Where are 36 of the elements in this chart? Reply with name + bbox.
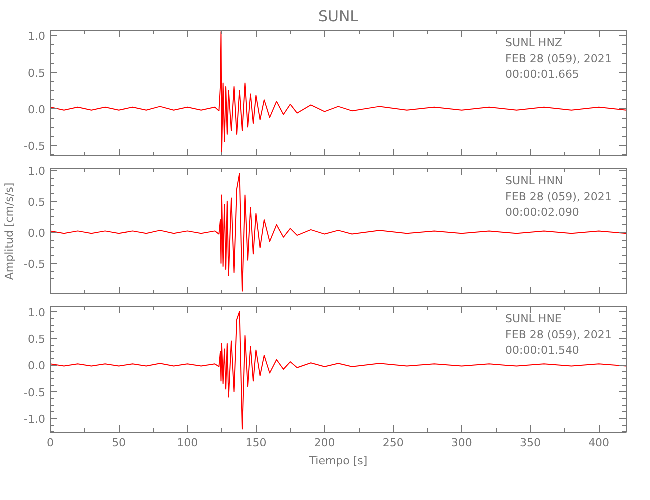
y-tick-label: 1.0 [28, 306, 46, 320]
annotation: FEB 28 (059), 2021 [506, 328, 612, 342]
line-series [50, 31, 626, 154]
annotation: SUNL HNZ [506, 36, 563, 50]
annotation: SUNL HNE [506, 312, 562, 326]
x-tick-label: 0 [47, 436, 54, 450]
y-tick-label: 1.0 [28, 164, 46, 178]
annotation: 00:00:01.665 [506, 68, 580, 82]
x-tick-label: 150 [246, 436, 267, 450]
y-tick-label: 0.5 [28, 196, 46, 209]
y-axis-title: Amplitud [cm/s/s] [3, 182, 16, 280]
y-tick-label: 0.5 [28, 333, 46, 346]
x-tick-label: 100 [177, 436, 198, 450]
y-tick-label: -1.0 [24, 413, 46, 426]
y-tick-label: -0.5 [24, 386, 46, 400]
x-tick-label: 400 [588, 436, 610, 450]
x-axis-title: Tiempo [s] [308, 454, 368, 468]
line-series [50, 311, 626, 430]
annotation: 00:00:02.090 [506, 206, 580, 220]
x-tick-label: 50 [112, 436, 126, 450]
y-tick-label: 0.0 [28, 360, 46, 373]
y-tick-label: 0.0 [28, 226, 46, 240]
y-tick-label: 0.0 [28, 103, 46, 116]
annotation: FEB 28 (059), 2021 [506, 52, 612, 66]
y-tick-label: 0.5 [28, 66, 46, 80]
y-tick-label: 1.0 [28, 30, 46, 44]
x-tick-label: 300 [451, 436, 472, 450]
annotation: SUNL HNN [506, 174, 564, 188]
x-tick-label: 250 [382, 436, 404, 450]
x-tick-label: 200 [314, 436, 336, 450]
x-tick-label: 350 [520, 436, 541, 450]
y-tick-label: -0.5 [24, 258, 46, 271]
annotation: FEB 28 (059), 2021 [506, 190, 612, 204]
y-tick-label: -0.5 [24, 140, 46, 154]
annotation: 00:00:01.540 [506, 344, 580, 358]
chart-title: SUNL [318, 8, 360, 26]
